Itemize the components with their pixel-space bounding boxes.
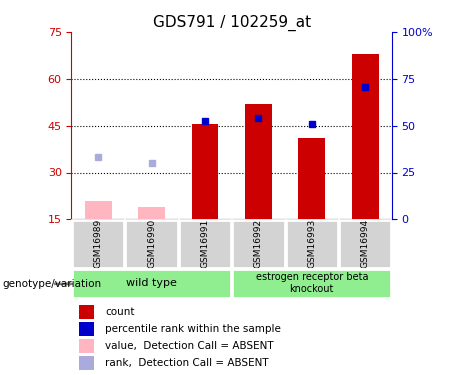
- Text: wild type: wild type: [126, 278, 177, 288]
- Text: rank,  Detection Call = ABSENT: rank, Detection Call = ABSENT: [106, 358, 269, 368]
- Text: GSM16991: GSM16991: [201, 219, 209, 268]
- FancyBboxPatch shape: [179, 220, 231, 268]
- Bar: [79, 339, 94, 353]
- Bar: [138, 207, 165, 219]
- Bar: [79, 356, 94, 370]
- Text: estrogen receptor beta
knockout: estrogen receptor beta knockout: [255, 272, 368, 294]
- Bar: [245, 104, 272, 219]
- FancyBboxPatch shape: [232, 269, 391, 297]
- Bar: [79, 322, 94, 336]
- FancyBboxPatch shape: [72, 269, 231, 297]
- Title: GDS791 / 102259_at: GDS791 / 102259_at: [153, 14, 311, 30]
- Text: GSM16992: GSM16992: [254, 219, 263, 268]
- Text: genotype/variation: genotype/variation: [2, 279, 101, 289]
- Bar: [79, 305, 94, 319]
- Text: GSM16993: GSM16993: [307, 219, 316, 268]
- FancyBboxPatch shape: [339, 220, 391, 268]
- Bar: [298, 138, 325, 219]
- FancyBboxPatch shape: [232, 220, 284, 268]
- Text: percentile rank within the sample: percentile rank within the sample: [106, 324, 281, 334]
- Bar: [192, 124, 219, 219]
- Text: GSM16994: GSM16994: [361, 219, 370, 268]
- Text: GSM16990: GSM16990: [147, 219, 156, 268]
- Bar: [85, 201, 112, 219]
- Text: GSM16989: GSM16989: [94, 219, 103, 268]
- FancyBboxPatch shape: [125, 220, 178, 268]
- Text: value,  Detection Call = ABSENT: value, Detection Call = ABSENT: [106, 341, 274, 351]
- Text: count: count: [106, 307, 135, 317]
- Bar: [352, 54, 378, 219]
- FancyBboxPatch shape: [285, 220, 338, 268]
- FancyBboxPatch shape: [72, 220, 124, 268]
